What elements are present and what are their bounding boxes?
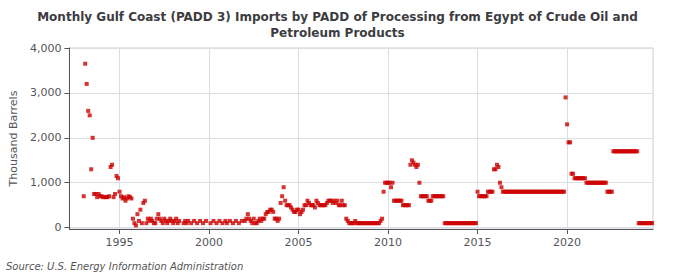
svg-text:2015: 2015 [464, 236, 492, 249]
svg-text:Monthly Gulf Coast (PADD 3) Im: Monthly Gulf Coast (PADD 3) Imports by P… [37, 10, 638, 24]
svg-text:4,000: 4,000 [30, 42, 62, 55]
svg-text:3,000: 3,000 [30, 86, 62, 99]
svg-text:2000: 2000 [195, 236, 223, 249]
svg-text:Petroleum Products: Petroleum Products [270, 26, 404, 40]
svg-text:0: 0 [54, 221, 61, 234]
svg-text:1995: 1995 [106, 236, 134, 249]
svg-text:2020: 2020 [553, 236, 581, 249]
svg-text:2005: 2005 [285, 236, 313, 249]
svg-text:2010: 2010 [374, 236, 402, 249]
svg-text:Thousand Barrels: Thousand Barrels [7, 90, 20, 187]
svg-text:2,000: 2,000 [30, 131, 62, 144]
svg-text:Source: U.S. Energy Informatio: Source: U.S. Energy Information Administ… [6, 261, 243, 272]
svg-text:1,000: 1,000 [30, 176, 62, 189]
